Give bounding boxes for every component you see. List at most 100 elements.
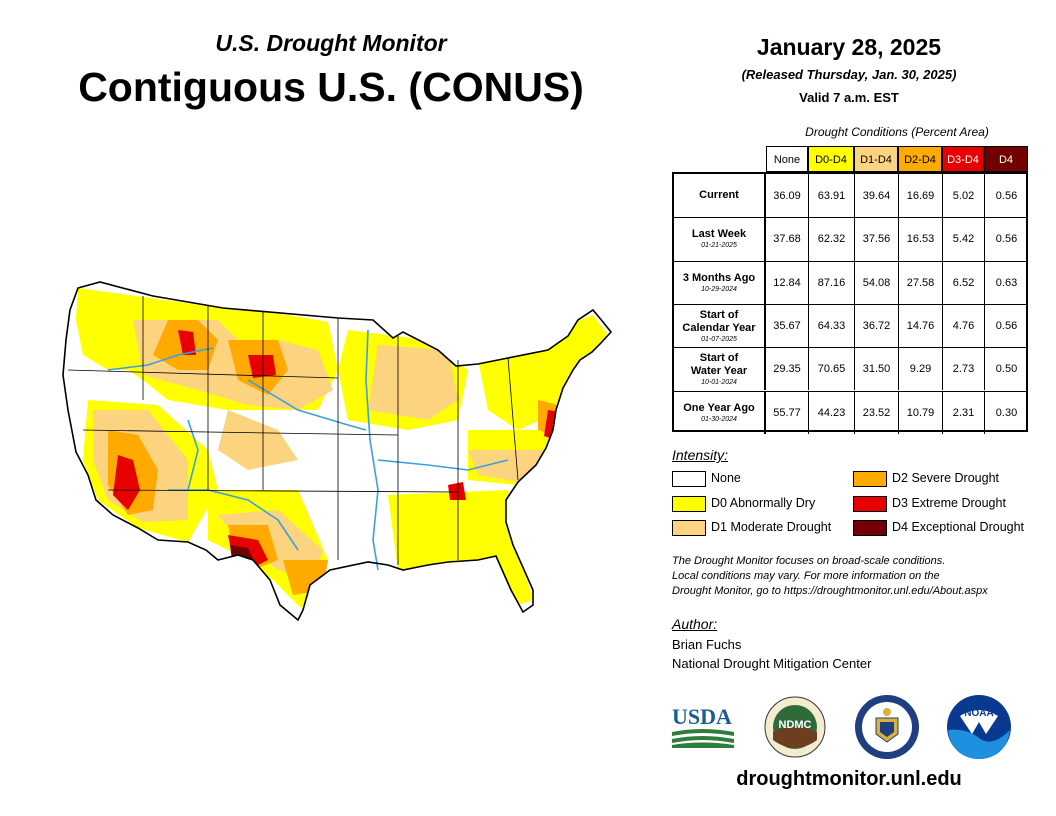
noaa-logo-text: NOAA [964, 708, 993, 719]
table-cell: 9.29 [898, 348, 942, 391]
table-cell: 35.67 [773, 320, 801, 333]
legend-label: D3 Extreme Drought [892, 496, 1006, 510]
legend-label: D0 Abnormally Dry [711, 496, 816, 510]
author-org: National Drought Mitigation Center [672, 656, 872, 671]
conus-drought-map [62, 281, 613, 622]
table-row: Last Week 01-21-2025 37.68 62.32 37.56 16.53 5… [674, 217, 1028, 261]
table-row: One Year Ago 01-30-2024 55.77 44.23 23.52 10.… [674, 390, 1028, 434]
row-label-line: 3 Months Ago [682, 271, 756, 284]
legend-swatch [672, 496, 706, 512]
map-title: Contiguous U.S. (CONUS) [78, 64, 584, 110]
table-cell: 27.58 [898, 261, 942, 304]
table-cell: 5.42 [942, 218, 984, 261]
legend-swatch [853, 471, 887, 487]
table-cell: 12.84 [773, 276, 801, 289]
table-cell: 39.64 [854, 174, 898, 218]
table-cell: 37.68 [773, 233, 801, 246]
table-cell: 31.50 [854, 348, 898, 391]
row-label: Current [674, 174, 766, 218]
column-header-d4: D4 [984, 146, 1028, 172]
table-cell: 62.32 [808, 218, 854, 261]
state-borders [67, 296, 519, 565]
legend-swatch [672, 520, 706, 536]
row-label: Last Week 01-21-2025 [674, 218, 766, 261]
table-cell: 2.31 [942, 391, 984, 434]
note-line-1: The Drought Monitor focuses on broad-sca… [672, 555, 946, 567]
row-label-line: Start of [699, 308, 739, 321]
row-label: 3 Months Ago 10-29-2024 [674, 261, 766, 304]
column-header-d0-d4: D0-D4 [808, 146, 854, 172]
row-label: Start of Water Year 10-01-2024 [674, 348, 766, 391]
row-date: 01-30-2024 [701, 415, 737, 423]
rivers [107, 329, 509, 571]
legend-label: D1 Moderate Drought [711, 520, 832, 534]
table-cell: 55.77 [773, 406, 801, 419]
table-cell: 0.30 [984, 391, 1028, 434]
table-body: Current 36.09 63.91 39.64 16.69 5.02 0.56 Last … [672, 172, 1028, 434]
table-cell: 4.76 [942, 304, 984, 348]
table-row: Current 36.09 63.91 39.64 16.69 5.02 0.56 [674, 174, 1028, 218]
legend-swatch [853, 496, 887, 512]
row-label-line: Water Year [690, 364, 748, 377]
table-cell: 0.56 [984, 304, 1028, 348]
row-label-line: Last Week [691, 228, 747, 241]
drought-conditions-table: None D0-D4 D1-D4 D2-D4 D3-D4 D4 Current 36.09 63… [672, 146, 1028, 434]
row-date: 10-29-2024 [701, 285, 737, 293]
legend-label: D4 Exceptional Drought [892, 520, 1025, 534]
usda-logo: USDA [672, 704, 734, 748]
author-name: Brian Fuchs [672, 637, 742, 652]
usda-logo-text: USDA [672, 704, 732, 729]
row-label: Start of Calendar Year 01-07-2025 [674, 304, 766, 348]
table-cell: 16.53 [898, 218, 942, 261]
row-label-line: Start of [699, 351, 739, 364]
column-header-d2-d4: D2-D4 [898, 146, 942, 172]
table-cell: 2.73 [942, 348, 984, 391]
row-date: 01-07-2025 [701, 335, 737, 343]
table-cell: 63.91 [808, 174, 854, 218]
table-row: Start of Calendar Year 01-07-2025 35.67 64.3… [674, 303, 1028, 348]
author-title: Author: [672, 616, 718, 632]
website-url[interactable]: droughtmonitor.unl.edu [736, 768, 962, 790]
table-row: Start of Water Year 10-01-2024 29.35 70.65 31… [674, 347, 1028, 391]
valid-time: Valid 7 a.m. EST [799, 90, 899, 105]
row-date: 10-01-2024 [701, 378, 737, 386]
table-cell: 16.69 [898, 174, 942, 218]
table-cell: 0.56 [984, 174, 1028, 218]
table-cell: 0.50 [984, 348, 1028, 391]
table-cell: 64.33 [808, 304, 854, 348]
info-note: The Drought Monitor focuses on broad-sca… [672, 554, 1042, 599]
column-header-d3-d4: D3-D4 [942, 146, 984, 172]
valid-date: January 28, 2025 [756, 34, 942, 60]
table-cell: 23.52 [854, 391, 898, 434]
legend-title: Intensity: [672, 447, 729, 463]
ndmc-logo-text: NDMC [779, 719, 812, 731]
commerce-seal-logo [855, 695, 919, 759]
table-cell: 0.63 [984, 261, 1028, 304]
row-label-line: Current [699, 189, 739, 202]
conus-outline [62, 281, 613, 622]
table-row: 3 Months Ago 10-29-2024 12.84 87.16 54.08 27.… [674, 260, 1028, 304]
row-date: 01-21-2025 [701, 242, 737, 250]
noaa-logo: NOAA [947, 695, 1011, 759]
row-label-line: Calendar Year [682, 321, 756, 334]
table-cell: 29.35 [773, 363, 801, 376]
column-header-d1-d4: D1-D4 [854, 146, 898, 172]
note-line-2: Local conditions may vary. For more info… [672, 570, 940, 582]
map-subtitle: U.S. Drought Monitor [215, 30, 447, 56]
legend-label: None [711, 471, 741, 485]
table-cell: 87.16 [808, 261, 854, 304]
table-cell: 44.23 [808, 391, 854, 434]
table-cell: 36.09 [773, 189, 801, 202]
row-label-line: One Year Ago [683, 401, 755, 414]
table-cell: 10.79 [898, 391, 942, 434]
table-cell: 5.02 [942, 174, 984, 218]
table-caption: Drought Conditions (Percent Area) [805, 125, 989, 139]
table-cell: 0.56 [984, 218, 1028, 261]
table-cell: 37.56 [854, 218, 898, 261]
table-cell: 36.72 [854, 304, 898, 348]
row-label: One Year Ago 01-30-2024 [674, 391, 766, 434]
legend-swatch [672, 471, 706, 487]
note-line-3: Drought Monitor, go to https://droughtmo… [672, 585, 988, 597]
column-header-none: None [766, 146, 808, 172]
legend-swatch [853, 520, 887, 536]
